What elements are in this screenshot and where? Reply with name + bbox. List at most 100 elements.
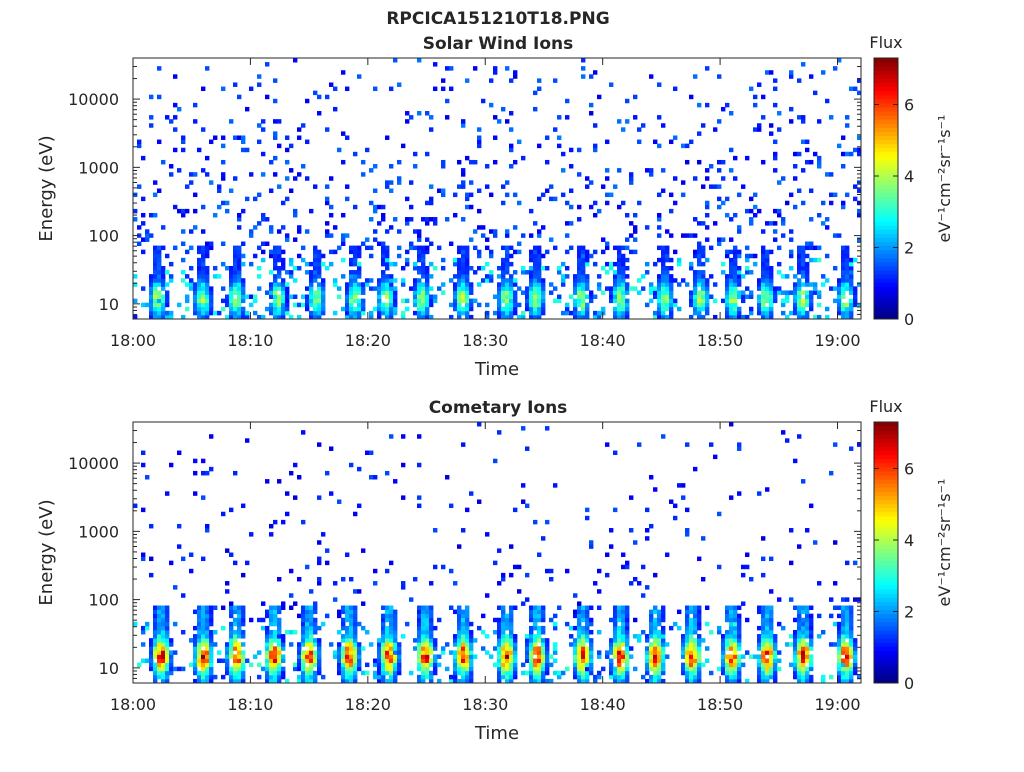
heatmap-cell <box>285 310 290 316</box>
heatmap-cell <box>693 658 698 664</box>
heatmap-cell <box>801 168 806 173</box>
heatmap-cell <box>377 646 382 651</box>
colorbar-swatch <box>874 143 898 149</box>
heatmap-cell <box>145 625 150 631</box>
colorbar-swatch <box>874 662 898 668</box>
heatmap-cell <box>581 282 586 287</box>
heatmap-cell <box>425 270 430 275</box>
heatmap-cell <box>769 310 774 316</box>
heatmap-cell <box>201 314 206 320</box>
heatmap-cell <box>589 646 594 651</box>
heatmap-cell <box>757 310 762 316</box>
heatmap-cell <box>485 532 490 537</box>
heatmap-cell <box>705 605 710 610</box>
heatmap-cell <box>349 662 354 668</box>
heatmap-cell <box>617 257 622 263</box>
heatmap-cell <box>265 290 270 295</box>
heatmap-cell <box>169 119 174 124</box>
heatmap-cell <box>709 442 714 447</box>
heatmap-cell <box>425 310 430 316</box>
heatmap-cell <box>573 670 578 676</box>
heatmap-cell <box>497 310 502 316</box>
heatmap-cell <box>565 568 570 574</box>
heatmap-cell <box>837 678 842 684</box>
heatmap-cell <box>161 609 166 615</box>
heatmap-cell <box>733 658 738 664</box>
heatmap-cell <box>693 613 698 619</box>
heatmap-cell <box>849 654 854 659</box>
heatmap-cell <box>505 654 510 659</box>
heatmap-cell <box>661 634 666 639</box>
heatmap-cell <box>661 310 666 316</box>
heatmap-cell <box>765 294 770 300</box>
heatmap-cell <box>541 666 546 672</box>
heatmap-cell <box>809 503 814 509</box>
heatmap-cell <box>421 274 426 279</box>
heatmap-cell <box>729 237 734 242</box>
heatmap-cell <box>465 282 470 287</box>
heatmap-cell <box>209 678 214 684</box>
heatmap-cell <box>237 609 242 615</box>
heatmap-cell <box>769 221 774 226</box>
heatmap-cell <box>357 466 362 472</box>
heatmap-cell <box>453 294 458 300</box>
heatmap-cell <box>281 601 286 606</box>
heatmap-cell <box>533 290 538 295</box>
heatmap-cell <box>221 306 226 312</box>
heatmap-cell <box>201 470 206 476</box>
heatmap-cell <box>453 658 458 664</box>
heatmap-cell <box>405 621 410 627</box>
heatmap-cell <box>161 245 166 251</box>
heatmap-cell <box>741 564 746 570</box>
heatmap-cell <box>785 642 790 647</box>
heatmap-cell <box>149 282 154 287</box>
heatmap-cell <box>701 261 706 267</box>
heatmap-cell <box>761 556 766 562</box>
heatmap-cell <box>381 278 386 283</box>
heatmap-cell <box>349 278 354 283</box>
heatmap-cell <box>413 164 418 169</box>
heatmap-cell <box>353 282 358 287</box>
heatmap-cell <box>417 462 422 468</box>
heatmap-cell <box>673 200 678 206</box>
heatmap-cell <box>189 245 194 251</box>
heatmap-cell <box>589 658 594 664</box>
heatmap-cell <box>257 650 262 655</box>
heatmap-cell <box>581 646 586 651</box>
heatmap-cell <box>525 597 530 602</box>
heatmap-cell <box>573 278 578 283</box>
heatmap-cell <box>205 66 210 71</box>
heatmap-cell <box>685 613 690 619</box>
heatmap-cell <box>837 278 842 283</box>
heatmap-cell <box>653 678 658 684</box>
heatmap-cell <box>581 638 586 643</box>
heatmap-cell <box>817 119 822 124</box>
heatmap-cell <box>309 617 314 623</box>
heatmap-cell <box>153 249 158 255</box>
heatmap-cell <box>169 670 174 676</box>
heatmap-cell <box>577 147 582 153</box>
heatmap-cell <box>141 196 146 202</box>
heatmap-cell <box>281 302 286 308</box>
heatmap-cell <box>161 278 166 283</box>
heatmap-cell <box>837 310 842 316</box>
heatmap-cell <box>657 666 662 672</box>
heatmap-cell <box>497 625 502 631</box>
heatmap-cell <box>533 609 538 615</box>
heatmap-cell <box>729 147 734 153</box>
heatmap-cell <box>841 666 846 672</box>
heatmap-cell <box>429 184 434 189</box>
heatmap-cell <box>497 265 502 271</box>
heatmap-cell <box>193 119 198 124</box>
heatmap-cell <box>193 458 198 464</box>
heatmap-cell <box>541 265 546 271</box>
heatmap-cell <box>173 621 178 627</box>
heatmap-cell <box>273 298 278 304</box>
heatmap-cell <box>197 314 202 320</box>
heatmap-cell <box>645 261 650 267</box>
heatmap-cell <box>697 261 702 267</box>
heatmap-cell <box>573 646 578 651</box>
heatmap-cell <box>733 245 738 251</box>
heatmap-cell <box>345 184 350 189</box>
heatmap-cell <box>533 270 538 275</box>
